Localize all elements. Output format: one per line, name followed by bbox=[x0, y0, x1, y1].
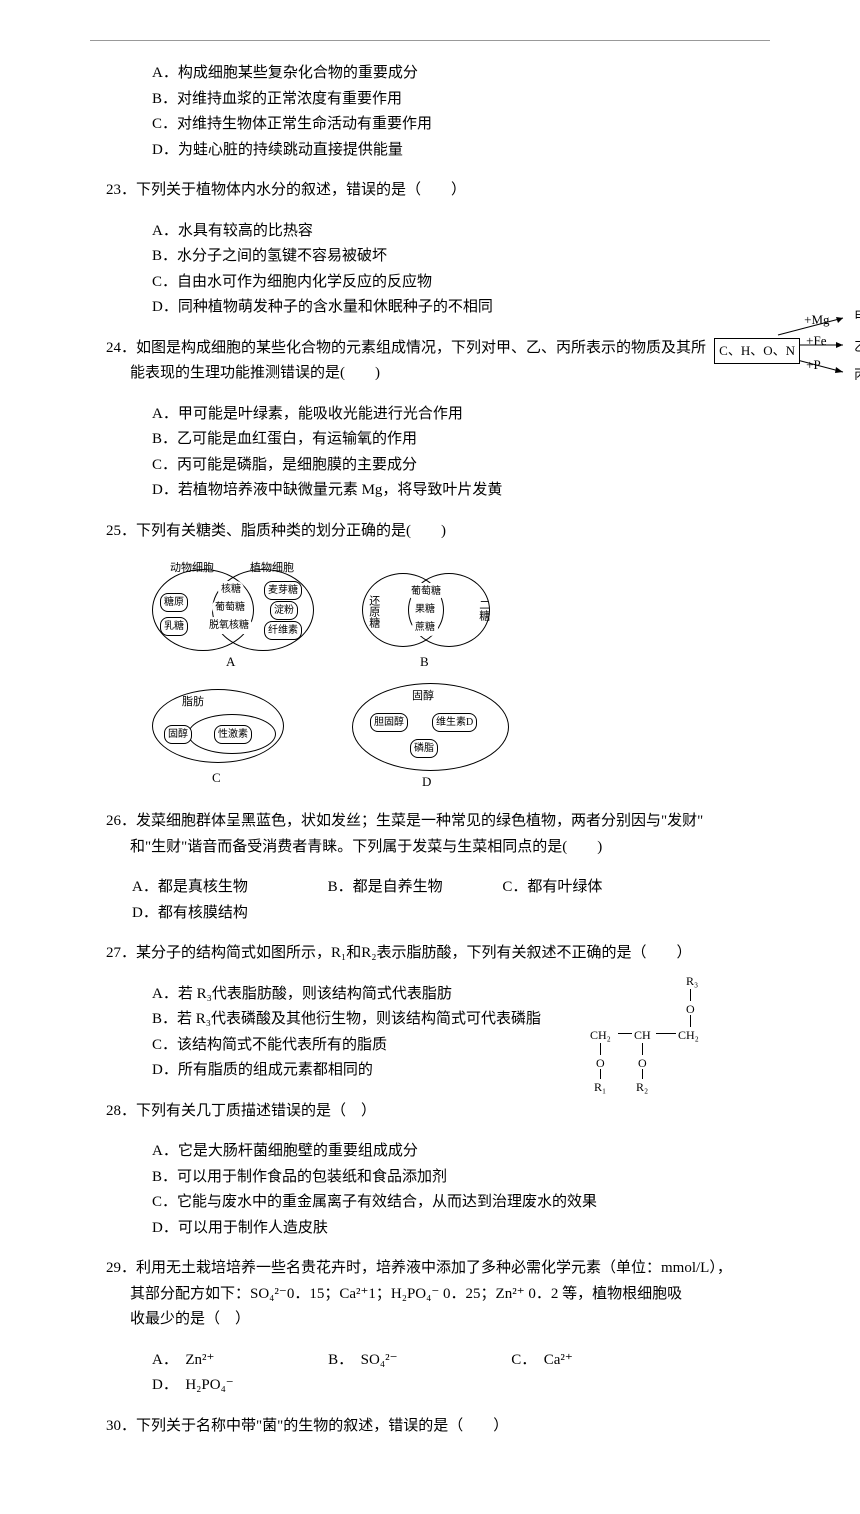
q23-stem: 23．下列关于植物体内水分的叙述，错误的是（ ） bbox=[106, 178, 770, 204]
q23-opt-b: B．水分子之间的氢键不容易被破坏 bbox=[152, 244, 770, 270]
q27-stem: 27．某分子的结构简式如图所示，R₁和R₂表示脂肪酸，下列有关叙述不正确的是（ … bbox=[106, 941, 770, 967]
q28-opt-b: B．可以用于制作食品的包装纸和食品添加剂 bbox=[152, 1165, 770, 1191]
q29-stem1: 29．利用无土栽培培养一些名贵花卉时，培养液中添加了多种必需化学元素（单位：mm… bbox=[106, 1256, 770, 1282]
venn-d-letter: D bbox=[422, 771, 431, 793]
q24-stem2: 能表现的生理功能推测错误的是( ) bbox=[130, 361, 770, 387]
q29-options: A． Zn²⁺ B． SO₄²⁻ C． Ca²⁺ D． H₂PO₄⁻ bbox=[152, 1348, 770, 1399]
q27-r1: R₁ bbox=[594, 1077, 606, 1097]
venn-c-letter: C bbox=[212, 767, 221, 789]
q24-bing: 丙 bbox=[854, 364, 860, 386]
venn-b-mi1: 果糖 bbox=[412, 601, 438, 618]
venn-a-mi0: 核糖 bbox=[218, 581, 244, 598]
q24-yi: 乙 bbox=[854, 336, 860, 358]
venn-b-mi0: 葡萄糖 bbox=[408, 583, 444, 600]
venn-a-li0: 糖原 bbox=[160, 593, 188, 612]
q27-ch2-2: CH₂ bbox=[678, 1025, 699, 1045]
q24-options: A．甲可能是叶绿素，能吸收光能进行光合作用 B．乙可能是血红蛋白，有运输氧的作用… bbox=[152, 402, 770, 504]
q26-stem2: 和"生财"谐音而备受消费者青睐。下列属于发菜与生菜相同点的是( ) bbox=[130, 835, 770, 861]
q25-diagrams: 动物细胞 植物细胞 糖原 乳糖 核糖 葡萄糖 脱氧核糖 麦芽糖 淀粉 纤维素 A… bbox=[152, 559, 770, 794]
q26-opt-c: C．都有叶绿体 bbox=[502, 875, 602, 901]
q24-mg: +Mg bbox=[804, 309, 829, 331]
q24-opt-a: A．甲可能是叶绿素，能吸收光能进行光合作用 bbox=[152, 402, 770, 428]
q28-opt-a: A．它是大肠杆菌细胞壁的重要组成成分 bbox=[152, 1139, 770, 1165]
horizontal-rule bbox=[90, 40, 770, 41]
q29-opt-b: B． SO₄²⁻ bbox=[328, 1348, 397, 1374]
q23-opt-d: D．同种植物萌发种子的含水量和休眠种子的不相同 bbox=[152, 295, 770, 321]
q22-options: A．构成细胞某些复杂化合物的重要成分 B．对维持血浆的正常浓度有重要作用 C．对… bbox=[152, 61, 770, 163]
venn-c-i1: 性激素 bbox=[214, 725, 252, 744]
q24-opt-d: D．若植物培养液中缺微量元素 Mg，将导致叶片发黄 bbox=[152, 478, 770, 504]
q29-opt-a: A． Zn²⁺ bbox=[152, 1348, 214, 1374]
q22-opt-b: B．对维持血浆的正常浓度有重要作用 bbox=[152, 87, 770, 113]
venn-a-left-label: 动物细胞 bbox=[170, 559, 214, 578]
q25-stem: 25．下列有关糖类、脂质种类的划分正确的是( ) bbox=[106, 519, 770, 545]
q27-r3: R₃ bbox=[686, 971, 698, 991]
q24-jia: 甲 bbox=[854, 306, 860, 328]
q29-opt-d: D． H₂PO₄⁻ bbox=[152, 1373, 234, 1399]
venn-b-letter: B bbox=[420, 651, 429, 673]
venn-a-li1: 乳糖 bbox=[160, 617, 188, 636]
q22-opt-c: C．对维持生物体正常生命活动有重要作用 bbox=[152, 112, 770, 138]
q28-opt-d: D．可以用于制作人造皮肤 bbox=[152, 1216, 770, 1242]
venn-a-ri0: 麦芽糖 bbox=[264, 581, 302, 600]
q22-opt-a: A．构成细胞某些复杂化合物的重要成分 bbox=[152, 61, 770, 87]
venn-d-i2: 磷脂 bbox=[410, 739, 438, 758]
q30-stem: 30．下列关于名称中带"菌"的生物的叙述，错误的是（ ） bbox=[106, 1414, 770, 1440]
q29-stem3: 收最少的是（ ） bbox=[130, 1307, 770, 1333]
venn-b-right-label: 二糖 bbox=[474, 599, 493, 621]
venn-b-mi2: 蔗糖 bbox=[412, 619, 438, 636]
venn-c-i0: 固醇 bbox=[164, 725, 192, 744]
q24-opt-b: B．乙可能是血红蛋白，有运输氧的作用 bbox=[152, 427, 770, 453]
q27-diagram: R₃ O CH₂ CH CH₂ O O R₁ R₂ bbox=[590, 971, 710, 1081]
venn-b-left-label: 还原糖 bbox=[364, 595, 383, 628]
q26-options: A．都是真核生物 B．都是自养生物 C．都有叶绿体 D．都有核膜结构 bbox=[132, 875, 770, 926]
q24-p: +P bbox=[806, 354, 821, 376]
venn-a-letter: A bbox=[226, 651, 235, 673]
q26-opt-a: A．都是真核生物 bbox=[132, 875, 248, 901]
venn-d-i0: 胆固醇 bbox=[370, 713, 408, 732]
venn-d-outer-label: 固醇 bbox=[412, 687, 434, 706]
q26-opt-b: B．都是自养生物 bbox=[328, 875, 443, 901]
q28-stem: 28．下列有关几丁质描述错误的是（ ） bbox=[106, 1099, 770, 1125]
venn-c-outer-label: 脂肪 bbox=[182, 693, 204, 712]
q23-opt-c: C．自由水可作为细胞内化学反应的反应物 bbox=[152, 270, 770, 296]
q26-stem1: 26．发菜细胞群体呈黑蓝色，状如发丝；生菜是一种常见的绿色植物，两者分别因与"发… bbox=[106, 809, 770, 835]
q28-options: A．它是大肠杆菌细胞壁的重要组成成分 B．可以用于制作食品的包装纸和食品添加剂 … bbox=[152, 1139, 770, 1241]
q24-opt-c: C．丙可能是磷脂，是细胞膜的主要成分 bbox=[152, 453, 770, 479]
venn-a-mi1: 葡萄糖 bbox=[212, 599, 248, 616]
venn-a-ri2: 纤维素 bbox=[264, 621, 302, 640]
venn-a-ri1: 淀粉 bbox=[270, 601, 298, 620]
q22-opt-d: D．为蛙心脏的持续跳动直接提供能量 bbox=[152, 138, 770, 164]
q24-fe: +Fe bbox=[806, 330, 826, 352]
q27-block: 27．某分子的结构简式如图所示，R₁和R₂表示脂肪酸，下列有关叙述不正确的是（ … bbox=[90, 941, 770, 1084]
q24-stem1: 24．如图是构成细胞的某些化合物的元素组成情况，下列对甲、乙、丙所表示的物质及其… bbox=[106, 336, 770, 362]
q24-diagram: C、H、O、N +Mg 甲 +Fe 乙 +P 丙 bbox=[714, 314, 800, 340]
venn-a-right-label: 植物细胞 bbox=[250, 559, 294, 578]
page-root: A．构成细胞某些复杂化合物的重要成分 B．对维持血浆的正常浓度有重要作用 C．对… bbox=[0, 0, 860, 1514]
q23-options: A．水具有较高的比热容 B．水分子之间的氢键不容易被破坏 C．自由水可作为细胞内… bbox=[152, 219, 770, 321]
q29-opt-c: C． Ca²⁺ bbox=[511, 1348, 573, 1374]
q29-stem2: 其部分配方如下：SO₄²⁻0．15；Ca²⁺1；H₂PO₄⁻ 0．25；Zn²⁺… bbox=[130, 1282, 770, 1308]
q24-box: C、H、O、N bbox=[714, 338, 800, 364]
q26-opt-d: D．都有核膜结构 bbox=[132, 901, 248, 927]
q23-opt-a: A．水具有较高的比热容 bbox=[152, 219, 770, 245]
venn-a-mi2: 脱氧核糖 bbox=[206, 617, 252, 634]
venn-d-i1: 维生素D bbox=[432, 713, 477, 732]
q28-opt-c: C．它能与废水中的重金属离子有效结合，从而达到治理废水的效果 bbox=[152, 1190, 770, 1216]
q27-r2: R₂ bbox=[636, 1077, 648, 1097]
